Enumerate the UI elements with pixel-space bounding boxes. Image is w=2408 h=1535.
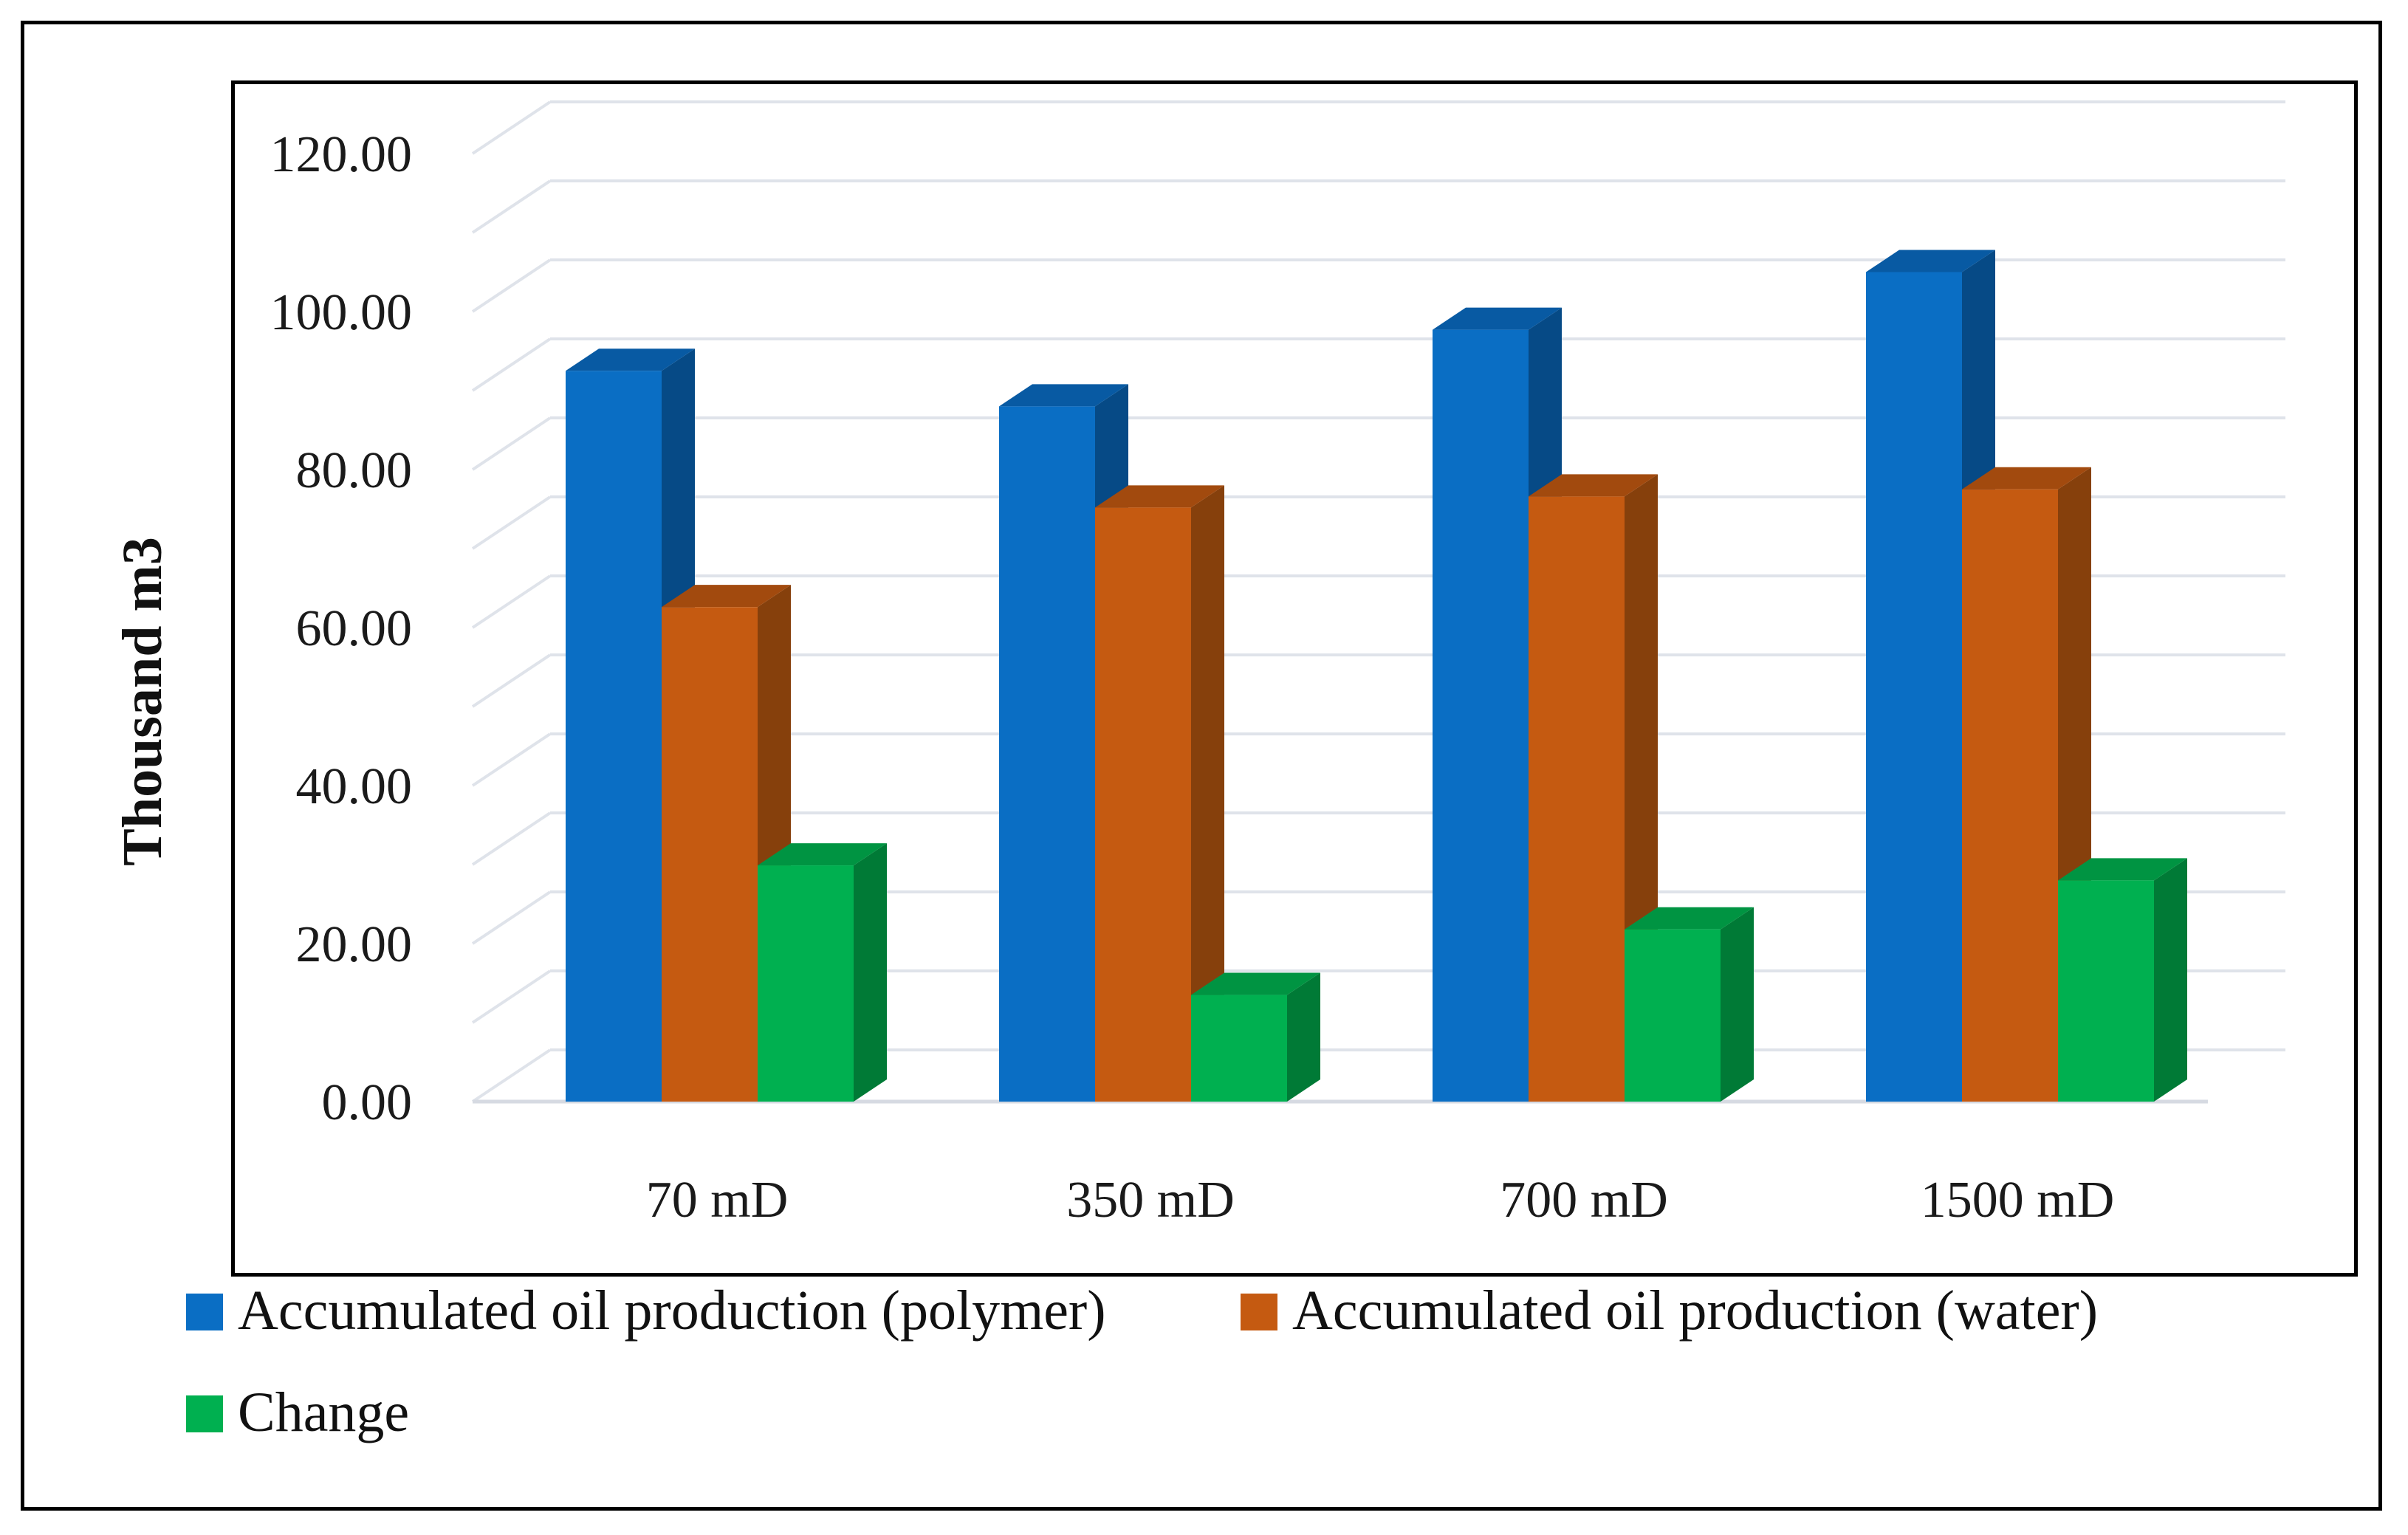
gridline-side — [471, 653, 552, 708]
gridline-side — [471, 179, 552, 234]
x-tick-label: 70 mD — [646, 1172, 789, 1229]
y-tick-label: 0.00 — [322, 1074, 413, 1131]
gridline-side — [471, 100, 552, 155]
legend-label: Accumulated oil production (water) — [1292, 1280, 2098, 1342]
legend-swatch — [1241, 1294, 1277, 1330]
gridline-side — [471, 337, 552, 392]
bar — [662, 585, 791, 1102]
gridline-side — [471, 890, 552, 945]
y-axis-ticks: 0.00 20.00 40.00 60.00 80.00 100.00 120.00 — [270, 126, 413, 1131]
gridline-side — [471, 416, 552, 471]
legend-item: Change — [186, 1381, 409, 1443]
legend-label: Accumulated oil production (polymer) — [238, 1280, 1106, 1342]
bars — [566, 250, 2187, 1102]
y-tick-label: 40.00 — [296, 758, 413, 815]
gridline-side — [471, 574, 552, 629]
x-tick-label: 350 mD — [1066, 1172, 1235, 1229]
x-tick-label: 1500 mD — [1921, 1172, 2115, 1229]
legend-label: Change — [238, 1381, 409, 1443]
gridline-side — [471, 732, 552, 787]
gridline-side — [471, 495, 552, 550]
x-axis-labels: 70 mD 350 mD 700 mD 1500 mD — [646, 1172, 2115, 1229]
y-tick-label: 60.00 — [296, 600, 413, 657]
legend: Accumulated oil production (polymer) Accu… — [186, 1280, 2098, 1443]
y-tick-label: 100.00 — [270, 284, 413, 341]
x-tick-label: 700 mD — [1500, 1172, 1668, 1229]
bar — [1095, 485, 1224, 1102]
bar — [1191, 972, 1320, 1102]
gridline-side — [471, 258, 552, 313]
bar — [758, 843, 887, 1102]
bar — [2058, 858, 2187, 1102]
legend-swatch — [186, 1395, 223, 1432]
gridline-side — [471, 1048, 552, 1103]
gridline-side — [471, 811, 552, 866]
y-tick-label: 80.00 — [296, 442, 413, 499]
legend-item: Accumulated oil production (polymer) — [186, 1280, 1106, 1342]
legend-swatch — [186, 1294, 223, 1330]
y-tick-label: 120.00 — [270, 126, 413, 183]
y-tick-label: 20.00 — [296, 916, 413, 973]
legend-item: Accumulated oil production (water) — [1241, 1280, 2098, 1342]
gridline-side — [471, 969, 552, 1024]
bar — [1625, 907, 1754, 1102]
y-axis-label: Thousand m3 — [112, 537, 174, 866]
bar — [1866, 250, 1995, 1102]
